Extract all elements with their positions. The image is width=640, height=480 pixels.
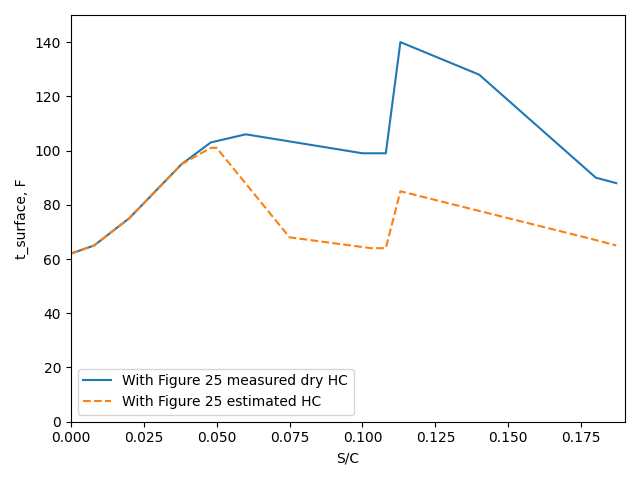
With Figure 25 measured dry HC [476, 72, 483, 78]
Line: With Figure 25 estimated HC: With Figure 25 estimated HC [71, 148, 616, 253]
With Figure 25 measured dry HC [90, 242, 98, 248]
With Figure 25 estimated HC [90, 242, 98, 248]
With Figure 25 estimated HC [397, 188, 404, 194]
With Figure 25 estimated HC [178, 161, 186, 167]
With Figure 25 measured dry HC [592, 175, 600, 180]
With Figure 25 estimated HC [382, 245, 390, 251]
Y-axis label: t_surface, F: t_surface, F [15, 178, 29, 259]
With Figure 25 estimated HC [367, 245, 375, 251]
Line: With Figure 25 measured dry HC: With Figure 25 measured dry HC [71, 42, 616, 253]
With Figure 25 measured dry HC [67, 251, 75, 256]
With Figure 25 measured dry HC [612, 180, 620, 186]
Legend: With Figure 25 measured dry HC, With Figure 25 estimated HC: With Figure 25 measured dry HC, With Fig… [77, 369, 354, 415]
With Figure 25 estimated HC [207, 145, 214, 151]
With Figure 25 measured dry HC [207, 140, 214, 145]
With Figure 25 measured dry HC [242, 132, 250, 137]
With Figure 25 measured dry HC [382, 150, 390, 156]
With Figure 25 measured dry HC [397, 39, 404, 45]
With Figure 25 estimated HC [285, 234, 293, 240]
X-axis label: S/C: S/C [337, 451, 360, 465]
With Figure 25 estimated HC [67, 251, 75, 256]
With Figure 25 measured dry HC [358, 150, 366, 156]
With Figure 25 measured dry HC [178, 161, 186, 167]
With Figure 25 measured dry HC [125, 216, 133, 221]
With Figure 25 estimated HC [212, 145, 220, 151]
With Figure 25 estimated HC [592, 237, 600, 243]
With Figure 25 estimated HC [612, 242, 620, 248]
With Figure 25 estimated HC [125, 216, 133, 221]
